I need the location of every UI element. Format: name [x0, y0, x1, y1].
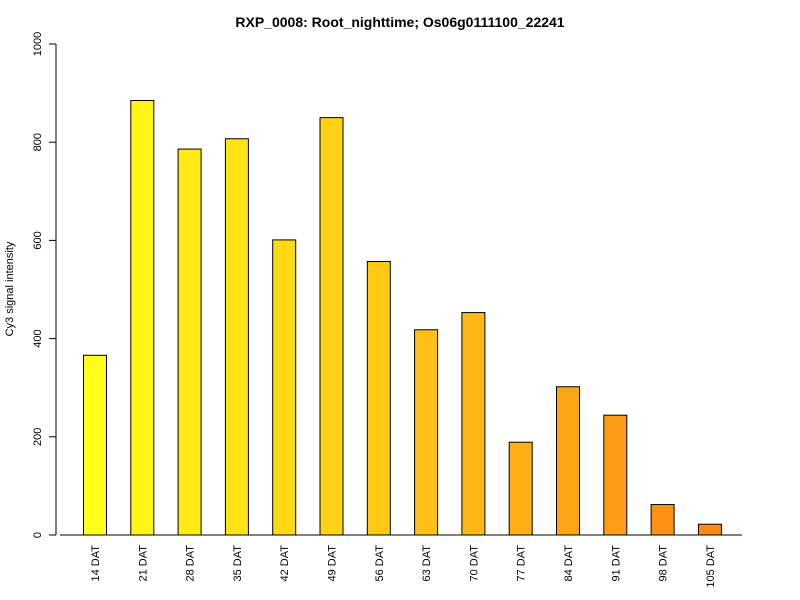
bar-84-dat [556, 386, 580, 536]
bar-63-dat [414, 329, 439, 536]
y-tick-label: 600 [32, 231, 44, 249]
bars-group [83, 99, 722, 536]
bar-14-dat [83, 354, 107, 536]
y-tick-label: 0 [32, 532, 44, 538]
x-tick-label: 98 DAT [658, 545, 670, 582]
x-tick-label: 105 DAT [705, 545, 717, 588]
y-tick-label: 800 [32, 133, 44, 151]
bar-49-dat [319, 117, 344, 536]
bar-28-dat [177, 148, 202, 536]
x-tick-label: 42 DAT [279, 545, 291, 582]
x-tick-label: 70 DAT [468, 545, 480, 582]
chart-title: RXP_0008: Root_nighttime; Os06g0111100_2… [235, 14, 564, 30]
y-tick-label: 400 [32, 329, 44, 347]
x-tick-label: 84 DAT [563, 545, 575, 582]
bar-77-dat [508, 441, 533, 536]
bar-98-dat [650, 504, 675, 536]
x-tick-label: 28 DAT [185, 545, 197, 582]
y-axis-label: Cy3 signal intensity [4, 241, 16, 336]
bar-35-dat [224, 138, 249, 536]
x-tick-label: 35 DAT [232, 545, 244, 582]
bar-42-dat [272, 239, 297, 536]
x-tick-label: 14 DAT [90, 545, 102, 582]
y-tick-label: 200 [32, 428, 44, 446]
bar-91-dat [603, 414, 628, 536]
bar-56-dat [366, 261, 391, 536]
y-axis: 0 200 400 600 800 1000 [32, 32, 57, 538]
x-tick-label: 56 DAT [374, 545, 386, 582]
bar-105-dat [697, 523, 722, 536]
bar-21-dat [130, 99, 155, 536]
x-tick-label: 77 DAT [516, 545, 528, 582]
y-tick-label: 1000 [32, 32, 44, 56]
x-tick-label: 49 DAT [327, 545, 339, 582]
x-tick-label: 63 DAT [421, 545, 433, 582]
x-tick-label: 21 DAT [137, 545, 149, 582]
x-tick-label: 91 DAT [610, 545, 622, 582]
x-axis: 14 DAT 21 DAT 28 DAT 35 DAT 42 DAT 49 DAT 56 D… [60, 534, 742, 588]
bar-70-dat [461, 312, 486, 536]
